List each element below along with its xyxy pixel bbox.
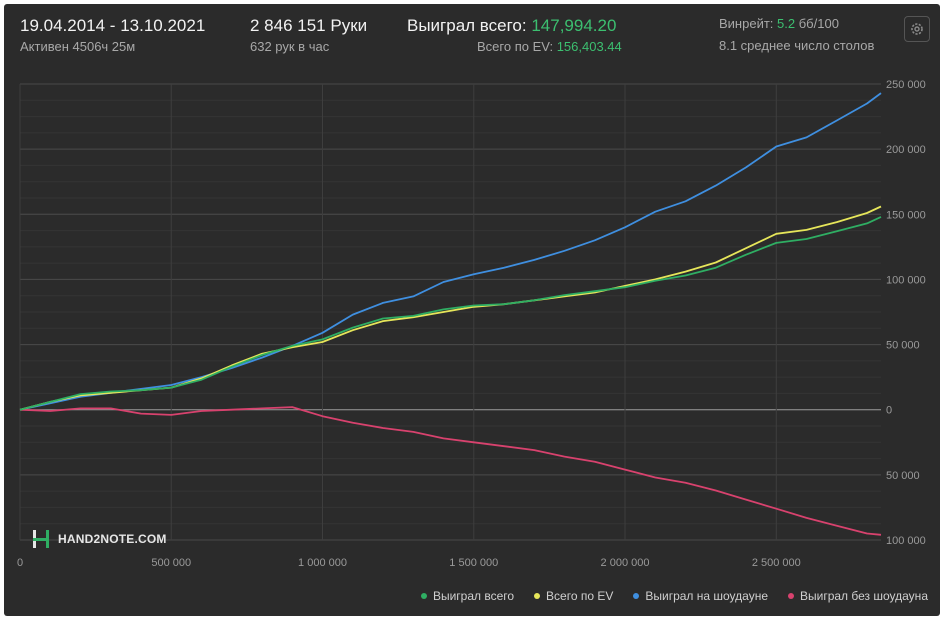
legend-item-non-showdown[interactable]: Выиграл без шоудауна: [788, 589, 928, 603]
legend-label-won-total: Выиграл всего: [432, 589, 515, 603]
avg-tables: 8.1 среднее число столов: [719, 38, 875, 53]
tick-layer: 250 000 200 000 150 000 100 000 50 000 0 50 00…: [17, 79, 926, 569]
date-range[interactable]: 19.04.2014 - 13.10.2021: [20, 16, 206, 35]
x-tick-label: 2 000 000: [601, 557, 650, 569]
legend-label-non-showdown: Выиграл без шоудауна: [800, 589, 928, 603]
y-tick-label: 200 000: [886, 144, 926, 156]
won-total: Выиграл всего: 147,994.20: [407, 16, 616, 36]
y-tick-label: 50 000: [886, 340, 920, 352]
hands-count: 2 846 151 Руки: [250, 16, 368, 35]
hand2note-logo: HAND2NOTE.COM: [30, 528, 167, 550]
legend-item-won-total[interactable]: Выиграл всего: [420, 589, 515, 603]
legend-label-showdown: Выиграл на шоудауне: [645, 589, 768, 603]
winrate-label: Винрейт:: [719, 16, 774, 31]
profit-chart: 250 000 200 000 150 000 100 000 50 000 0 50 00…: [17, 79, 926, 569]
gear-icon: [911, 23, 923, 35]
winrate-value: 5.2: [777, 16, 796, 31]
x-tick-label: 1 500 000: [449, 557, 498, 569]
legend-item-ev[interactable]: Всего по EV: [534, 589, 613, 603]
series-line-won-total: [19, 216, 882, 411]
legend-label-ev: Всего по EV: [546, 589, 614, 603]
ev-total-label: Всего по EV:: [477, 39, 554, 54]
chart-legend: Выиграл всего Всего по EV Выиграл на шоу…: [420, 589, 928, 603]
legend-dot-showdown: [633, 593, 640, 599]
x-tick-label: 2 500 000: [752, 557, 801, 569]
x-tick-label: 0: [17, 557, 23, 569]
series-line-showdown: [19, 92, 882, 411]
y-tick-label: 100 000: [886, 274, 926, 286]
y-tick-label: 0: [886, 405, 892, 417]
y-tick-label: 100 000: [886, 535, 926, 547]
series-layer: [19, 92, 882, 536]
x-tick-label: 500 000: [151, 557, 191, 569]
won-total-label: Выиграл всего:: [407, 16, 527, 35]
winrate: Винрейт: 5.2 бб/100: [719, 16, 839, 31]
legend-item-showdown[interactable]: Выиграл на шоудауне: [633, 589, 768, 603]
hand2note-logo-text: HAND2NOTE.COM: [58, 532, 167, 546]
ev-total: Всего по EV: 156,403.44: [477, 39, 622, 54]
legend-dot-won-total: [420, 593, 427, 599]
grid-layer: [19, 83, 881, 541]
y-tick-label: 250 000: [886, 79, 926, 91]
winrate-unit: бб/100: [798, 16, 839, 31]
graph-panel: 19.04.2014 - 13.10.2021 Активен 4506ч 25…: [4, 4, 940, 616]
settings-button[interactable]: [904, 16, 930, 42]
legend-dot-non-showdown: [788, 593, 794, 599]
hands-per-hour: 632 рук в час: [250, 39, 330, 54]
hand2note-logo-icon: [33, 530, 49, 548]
active-time: Активен 4506ч 25м: [20, 39, 136, 54]
y-tick-label: 150 000: [886, 209, 926, 221]
legend-dot-ev: [534, 593, 541, 599]
y-tick-label: 50 000: [886, 470, 920, 482]
won-total-value: 147,994.20: [531, 16, 617, 35]
ev-total-value: 156,403.44: [556, 39, 622, 54]
series-line-non-showdown: [19, 406, 882, 536]
x-tick-label: 1 000 000: [298, 557, 347, 569]
